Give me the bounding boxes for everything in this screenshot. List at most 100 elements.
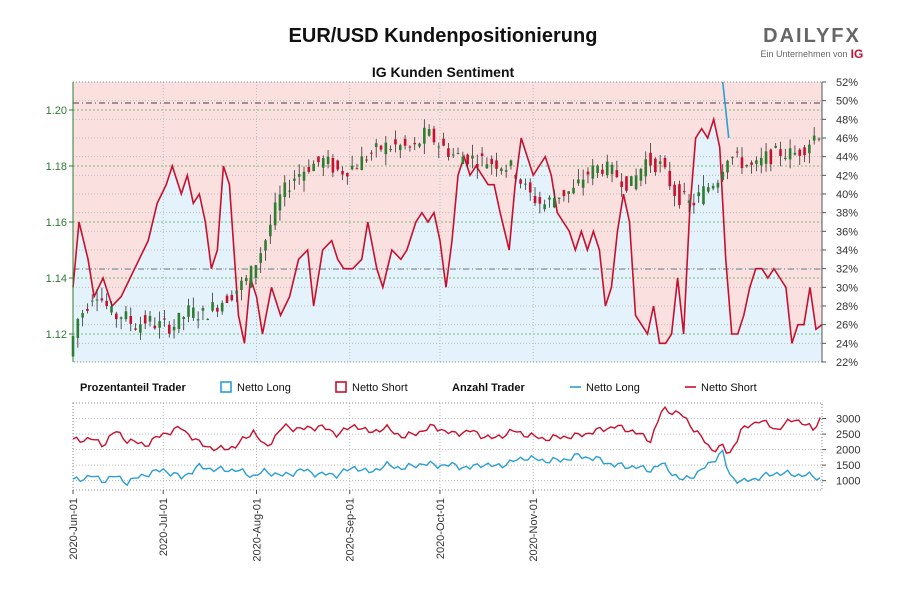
long-sentiment-line [721, 81, 730, 139]
candle [172, 326, 176, 331]
candle [533, 195, 537, 204]
candle [379, 145, 383, 150]
candle [143, 315, 147, 324]
candle [620, 181, 623, 188]
candle [389, 148, 392, 151]
candle [105, 300, 108, 307]
right-tick-label: 50% [836, 96, 858, 108]
candle [509, 160, 513, 166]
candle [788, 148, 792, 160]
candle [466, 154, 469, 165]
candle [740, 157, 744, 169]
x-tick-label: 2020-Jul-01 [158, 498, 170, 556]
candle [158, 321, 161, 328]
candle [629, 176, 633, 186]
candle [750, 162, 753, 165]
candle [297, 174, 301, 177]
x-tick-label: 2020-Jun-01 [68, 498, 80, 560]
right-tick-label: 32% [836, 264, 858, 276]
candle [76, 318, 80, 338]
candle [249, 266, 253, 288]
candle [538, 196, 542, 204]
panel-title: IG Kunden Sentiment [372, 64, 515, 80]
candle [134, 328, 137, 330]
candle [124, 311, 128, 320]
price-panel: 1.12 1.14 1.16 1.18 1.20 22% 24% 26% 28% 30% 32% 34… [46, 77, 859, 369]
candle [596, 165, 599, 173]
candle [240, 280, 243, 291]
candle [432, 128, 436, 143]
chart-title: EUR/USD Kundenpositionierung [289, 25, 598, 47]
candle [326, 156, 330, 164]
candle [519, 179, 522, 184]
candle [687, 200, 691, 203]
candle [480, 153, 484, 156]
long-area [73, 119, 822, 362]
legend-short-label: Netto Short [352, 382, 408, 394]
candle [548, 197, 551, 200]
candle [90, 300, 94, 302]
logo-brand: IG [851, 47, 864, 61]
candle [447, 148, 450, 157]
candle [196, 319, 200, 321]
dailyfx-logo: DAILYFX Ein Unternehmen von IG [760, 25, 863, 61]
candle [682, 191, 686, 193]
candle [206, 319, 210, 321]
candle [312, 163, 315, 172]
candle [115, 313, 118, 320]
candle [692, 202, 696, 206]
x-tick-label: 2020-Aug-01 [251, 498, 263, 562]
candle [182, 317, 185, 320]
candle [721, 171, 725, 180]
candle [552, 197, 556, 208]
candle [148, 315, 152, 322]
candle [423, 127, 426, 144]
candle [331, 157, 335, 173]
candle [269, 224, 272, 237]
candle [774, 145, 777, 148]
candle [394, 139, 397, 145]
right-tick-label: 52% [836, 77, 858, 89]
candle [706, 187, 710, 192]
candle [591, 165, 595, 179]
left-tick-label: 1.18 [46, 161, 67, 173]
candle [220, 302, 224, 312]
candle [442, 138, 445, 146]
right-tick-label: 40% [836, 189, 858, 201]
right-tick-label: 48% [836, 114, 858, 126]
candle [225, 295, 229, 304]
candle [317, 156, 320, 163]
x-tick-label: 2020-Oct-01 [435, 498, 447, 559]
legend-count-short-label: Netto Short [701, 382, 757, 394]
candle [625, 176, 628, 191]
candle [95, 299, 99, 301]
candle [153, 325, 157, 329]
x-tick-label: 2020-Nov-01 [528, 498, 540, 562]
candle [731, 157, 734, 159]
candle [581, 179, 585, 188]
candle [803, 147, 806, 156]
candle [759, 157, 763, 166]
candle [350, 165, 354, 170]
candle [500, 168, 503, 172]
candle [384, 142, 388, 155]
candle [702, 186, 705, 205]
left-tick-label: 1.14 [46, 273, 67, 285]
candle [408, 146, 412, 148]
candle [634, 175, 638, 190]
candle [485, 164, 489, 169]
candle [341, 170, 344, 175]
candle [784, 157, 787, 160]
candle [86, 308, 89, 311]
candle [110, 306, 113, 313]
candle [812, 135, 816, 141]
candle [211, 302, 214, 311]
left-tick-label: 1.16 [46, 217, 67, 229]
candle [403, 138, 407, 146]
candle [490, 158, 494, 165]
legend-short-box [335, 381, 347, 393]
candle [355, 168, 359, 170]
candle [610, 164, 614, 175]
candle [321, 157, 325, 168]
right-tick-label: 34% [836, 245, 858, 257]
